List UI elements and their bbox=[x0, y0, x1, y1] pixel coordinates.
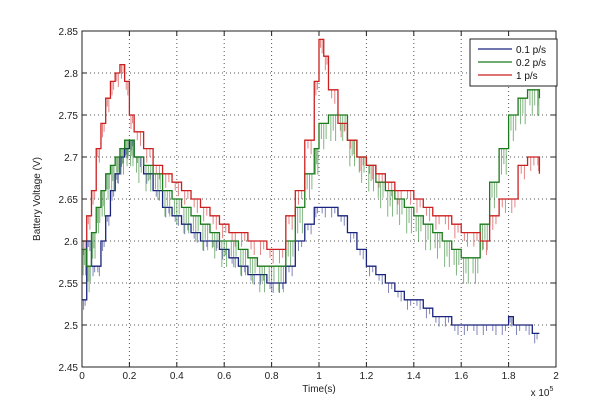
axis-ticks bbox=[81, 30, 557, 368]
x-tick-label: 0.2 bbox=[122, 371, 136, 382]
x-multiplier-exponent: 5 bbox=[550, 386, 554, 393]
y-tick-label: 2.5 bbox=[64, 321, 78, 332]
y-tick-labels: 2.45 2.5 2.55 2.6 2.65 2.7 2.75 2.8 2.85 bbox=[59, 27, 79, 374]
y-tick-label: 2.7 bbox=[64, 153, 78, 164]
legend-label: 0.2 p/s bbox=[516, 58, 546, 69]
y-tick-label: 2.55 bbox=[59, 279, 79, 290]
x-tick-label: 0.6 bbox=[217, 371, 231, 382]
data-series bbox=[82, 38, 541, 344]
x-tick-label: 1 bbox=[316, 371, 322, 382]
x-axis-label: Time(s) bbox=[302, 384, 336, 395]
x-tick-label: 1.8 bbox=[502, 371, 516, 382]
x-tick-label: 0 bbox=[79, 371, 85, 382]
y-tick-label: 2.8 bbox=[64, 69, 78, 80]
y-tick-label: 2.85 bbox=[59, 27, 79, 38]
x-multiplier-label: x 105 bbox=[531, 386, 554, 399]
series-spikes bbox=[83, 39, 540, 264]
x-tick-labels: 0 0.2 0.4 0.6 0.8 1 1.2 1.4 1.6 1.8 2 bbox=[79, 371, 559, 382]
y-axis-label: Battery Voltage (V) bbox=[32, 157, 43, 241]
series-spikes bbox=[83, 140, 538, 344]
x-tick-label: 0.4 bbox=[170, 371, 184, 382]
y-tick-label: 2.6 bbox=[64, 237, 78, 248]
legend: 0.1 p/s 0.2 p/s 1 p/s bbox=[469, 38, 558, 87]
y-tick-label: 2.75 bbox=[59, 111, 79, 122]
x-tick-label: 1.4 bbox=[407, 371, 421, 382]
series-spikes bbox=[82, 89, 540, 293]
series-line bbox=[82, 38, 541, 251]
x-tick-label: 0.8 bbox=[265, 371, 279, 382]
x-tick-label: 1.2 bbox=[359, 371, 373, 382]
legend-label: 0.1 p/s bbox=[516, 45, 546, 56]
x-multiplier-base: x 10 bbox=[531, 388, 550, 399]
x-tick-label: 2 bbox=[553, 371, 559, 382]
y-tick-label: 2.65 bbox=[59, 195, 79, 206]
legend-label: 1 p/s bbox=[516, 71, 538, 82]
y-tick-label: 2.45 bbox=[59, 363, 79, 374]
x-tick-label: 1.6 bbox=[454, 371, 468, 382]
series-line bbox=[82, 89, 541, 267]
